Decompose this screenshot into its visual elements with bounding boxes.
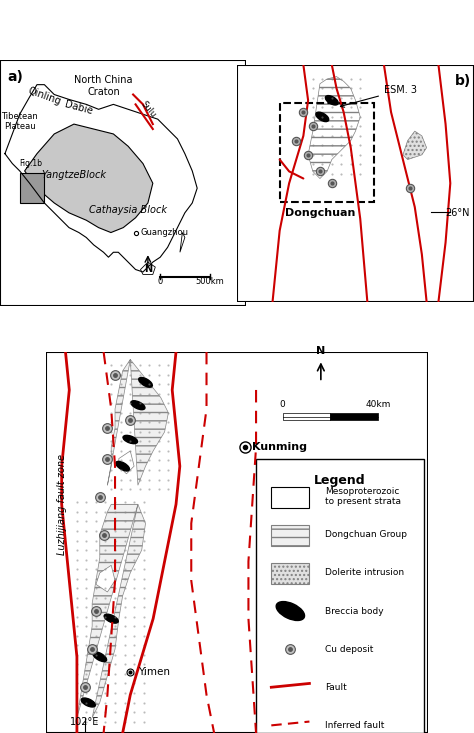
FancyBboxPatch shape [0, 60, 246, 306]
Text: Qinling: Qinling [27, 85, 62, 106]
Ellipse shape [325, 95, 338, 105]
Polygon shape [96, 565, 115, 592]
Text: b): b) [455, 74, 471, 88]
Text: 0: 0 [280, 400, 286, 409]
Text: Breccia body: Breccia body [325, 606, 383, 616]
Polygon shape [108, 359, 168, 485]
Text: Dongchuan Group: Dongchuan Group [325, 530, 407, 539]
Text: Cathaysia Block: Cathaysia Block [89, 205, 167, 215]
Ellipse shape [93, 652, 107, 662]
Text: N: N [144, 264, 152, 274]
Text: ESM. 3: ESM. 3 [340, 85, 417, 107]
FancyBboxPatch shape [271, 487, 310, 508]
Text: Dabie: Dabie [64, 99, 94, 117]
Polygon shape [77, 504, 146, 718]
Text: Dongchuan: Dongchuan [285, 208, 355, 218]
Ellipse shape [316, 112, 329, 122]
Polygon shape [119, 451, 134, 474]
Text: 500km: 500km [195, 277, 224, 287]
Text: Kunming: Kunming [252, 442, 307, 452]
Text: Legend: Legend [314, 474, 366, 487]
Text: Inferred fault: Inferred fault [325, 721, 384, 730]
Text: YangtzeBlock: YangtzeBlock [41, 170, 107, 180]
Ellipse shape [131, 401, 145, 410]
Ellipse shape [139, 377, 152, 387]
Text: Luzhijiang fault zone: Luzhijiang fault zone [57, 454, 67, 555]
Text: Fault: Fault [325, 682, 346, 692]
Polygon shape [403, 131, 427, 160]
Text: N: N [316, 346, 326, 356]
Text: a): a) [8, 70, 23, 84]
Text: Fig.1b: Fig.1b [20, 160, 43, 169]
Text: Guangzhou: Guangzhou [140, 228, 189, 237]
Polygon shape [25, 124, 153, 232]
Text: 40km: 40km [365, 400, 391, 409]
Text: Tibetean
Plateau: Tibetean Plateau [1, 111, 38, 131]
Ellipse shape [123, 435, 137, 443]
FancyBboxPatch shape [237, 65, 474, 302]
Text: 0: 0 [157, 277, 163, 287]
Ellipse shape [81, 698, 95, 707]
Ellipse shape [116, 461, 129, 471]
FancyBboxPatch shape [271, 564, 310, 584]
Polygon shape [140, 262, 155, 274]
Text: Yimen: Yimen [138, 667, 170, 677]
FancyBboxPatch shape [46, 352, 428, 733]
FancyBboxPatch shape [20, 174, 45, 203]
Text: 26°N: 26°N [446, 208, 470, 218]
Polygon shape [308, 77, 360, 179]
Text: 102°E: 102°E [70, 718, 99, 727]
Text: North China
Craton: North China Craton [74, 75, 133, 97]
FancyBboxPatch shape [271, 526, 310, 546]
Polygon shape [180, 232, 185, 252]
Text: Mesoproterozoic
to present strata: Mesoproterozoic to present strata [325, 487, 401, 507]
Text: Dolerite intrusion: Dolerite intrusion [325, 568, 404, 578]
Text: Cu deposit: Cu deposit [325, 644, 373, 654]
Text: Sulu: Sulu [138, 100, 157, 119]
Ellipse shape [276, 602, 305, 620]
Ellipse shape [104, 614, 118, 623]
FancyBboxPatch shape [256, 459, 424, 733]
